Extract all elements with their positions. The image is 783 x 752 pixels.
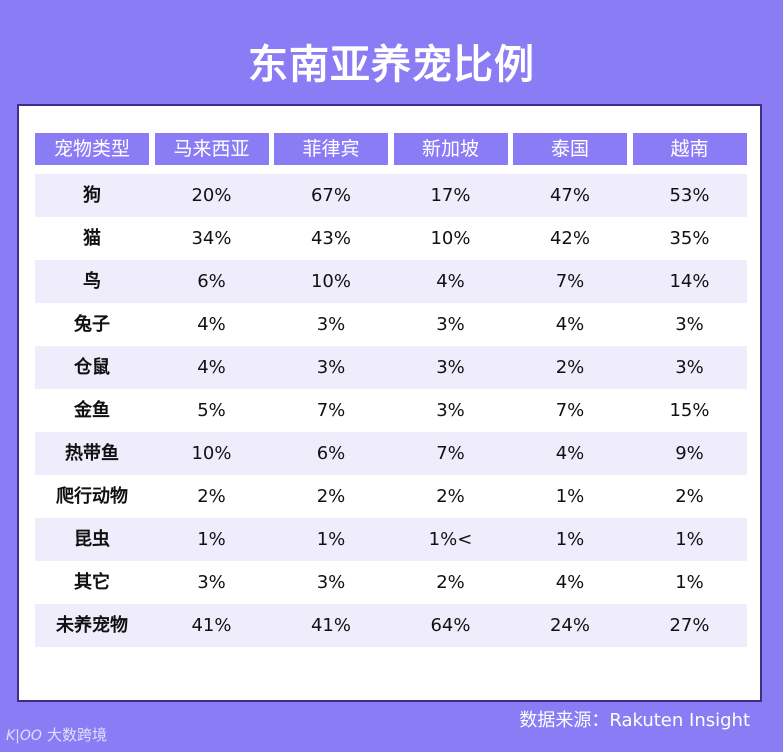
table-cell: 20% <box>191 185 232 206</box>
table-cell: 7% <box>555 271 585 292</box>
table-cell: 10% <box>310 271 351 292</box>
table-cell: 3% <box>436 400 465 421</box>
table-cell: 5% <box>197 400 226 421</box>
table-panel: 宠物类型 马来西亚 菲律宾 新加坡 泰国 越南 狗 20% 67% 17% 47% 53% 猫 34% 4… <box>17 104 762 702</box>
table-cell: 1% <box>555 529 585 550</box>
table-cell: 53% <box>669 185 710 206</box>
table-cell: 3% <box>316 572 346 593</box>
table-cell: 1%< <box>428 529 473 550</box>
table-row: 热带鱼 10% 6% 7% 4% 9% <box>35 432 747 475</box>
column-header: 菲律宾 <box>274 133 388 165</box>
table-cell: 43% <box>310 228 351 249</box>
row-label: 兔子 <box>74 314 110 335</box>
watermark: K|OO 大数跨境 <box>6 724 107 745</box>
table-cell: 3% <box>316 357 346 378</box>
column-header: 宠物类型 <box>35 133 149 165</box>
table-cell: 4% <box>197 314 226 335</box>
row-label: 金鱼 <box>74 400 110 421</box>
table-cell: 41% <box>310 615 351 636</box>
chart-title: 东南亚养宠比例 <box>248 42 535 88</box>
row-label: 鸟 <box>83 271 101 292</box>
table-cell: 2% <box>675 486 704 507</box>
table-cell: 34% <box>191 228 232 249</box>
table-cell: 6% <box>316 443 346 464</box>
row-label: 未养宠物 <box>56 615 128 636</box>
table-cell: 1% <box>675 572 704 593</box>
source-note: 数据来源：Rakuten Insight <box>519 710 750 731</box>
table-cell: 14% <box>669 271 710 292</box>
table-row: 猫 34% 43% 10% 42% 35% <box>35 217 747 260</box>
table-cell: 2% <box>197 486 226 507</box>
table-cell: 17% <box>430 185 471 206</box>
table-cell: 4% <box>555 443 585 464</box>
table-row: 其它 3% 3% 2% 4% 1% <box>35 561 747 604</box>
row-label: 其它 <box>74 572 110 593</box>
table-cell: 4% <box>436 271 465 292</box>
table-cell: 7% <box>436 443 465 464</box>
table-row: 兔子 4% 3% 3% 4% 3% <box>35 303 747 346</box>
table-cell: 47% <box>549 185 590 206</box>
table-cell: 42% <box>549 228 590 249</box>
table-row: 金鱼 5% 7% 3% 7% 15% <box>35 389 747 432</box>
row-label: 昆虫 <box>74 529 110 550</box>
table-cell: 3% <box>436 314 465 335</box>
table-cell: 64% <box>430 615 471 636</box>
row-label: 爬行动物 <box>56 486 128 507</box>
table-cell: 67% <box>310 185 351 206</box>
table-row: 爬行动物 2% 2% 2% 1% 2% <box>35 475 747 518</box>
table-cell: 3% <box>197 572 226 593</box>
table-row: 未养宠物 41% 41% 64% 24% 27% <box>35 604 747 647</box>
column-header: 马来西亚 <box>154 133 269 165</box>
table-cell: 1% <box>675 529 704 550</box>
row-label: 狗 <box>83 185 101 206</box>
table-cell: 9% <box>675 443 704 464</box>
row-label: 仓鼠 <box>74 357 110 378</box>
table-cell: 24% <box>549 615 590 636</box>
row-label: 热带鱼 <box>65 443 119 464</box>
table-cell: 2% <box>555 357 585 378</box>
table-cell: 4% <box>555 314 585 335</box>
table-cell: 41% <box>191 615 232 636</box>
table-cell: 10% <box>191 443 232 464</box>
table-cell: 6% <box>197 271 226 292</box>
table-cell: 4% <box>197 357 226 378</box>
table-cell: 1% <box>555 486 585 507</box>
table-cell: 3% <box>675 314 704 335</box>
table-cell: 3% <box>436 357 465 378</box>
table-cell: 1% <box>197 529 226 550</box>
table-cell: 1% <box>316 529 346 550</box>
table-cell: 35% <box>669 228 710 249</box>
table-cell: 2% <box>316 486 346 507</box>
table-row: 鸟 6% 10% 4% 7% 14% <box>35 260 747 303</box>
table-cell: 3% <box>316 314 346 335</box>
table-cell: 10% <box>430 228 471 249</box>
table-row: 仓鼠 4% 3% 3% 2% 3% <box>35 346 747 389</box>
table-cell: 27% <box>669 615 710 636</box>
column-header: 越南 <box>632 133 747 165</box>
table-cell: 7% <box>316 400 346 421</box>
table-cell: 2% <box>436 486 465 507</box>
column-header: 新加坡 <box>393 133 508 165</box>
watermark-logo-icon: K|OO <box>6 728 42 744</box>
table-cell: 4% <box>555 572 585 593</box>
table-header: 宠物类型 马来西亚 菲律宾 新加坡 泰国 越南 <box>35 133 747 165</box>
table-cell: 7% <box>555 400 585 421</box>
watermark-text: 大数跨境 <box>46 726 107 744</box>
column-header: 泰国 <box>513 133 627 165</box>
table-cell: 3% <box>675 357 704 378</box>
table-row: 昆虫 1% 1% 1%< 1% 1% <box>35 518 747 561</box>
table-cell: 2% <box>436 572 465 593</box>
table-row: 狗 20% 67% 17% 47% 53% <box>35 174 747 217</box>
row-label: 猫 <box>83 228 101 249</box>
table-cell: 15% <box>669 400 710 421</box>
